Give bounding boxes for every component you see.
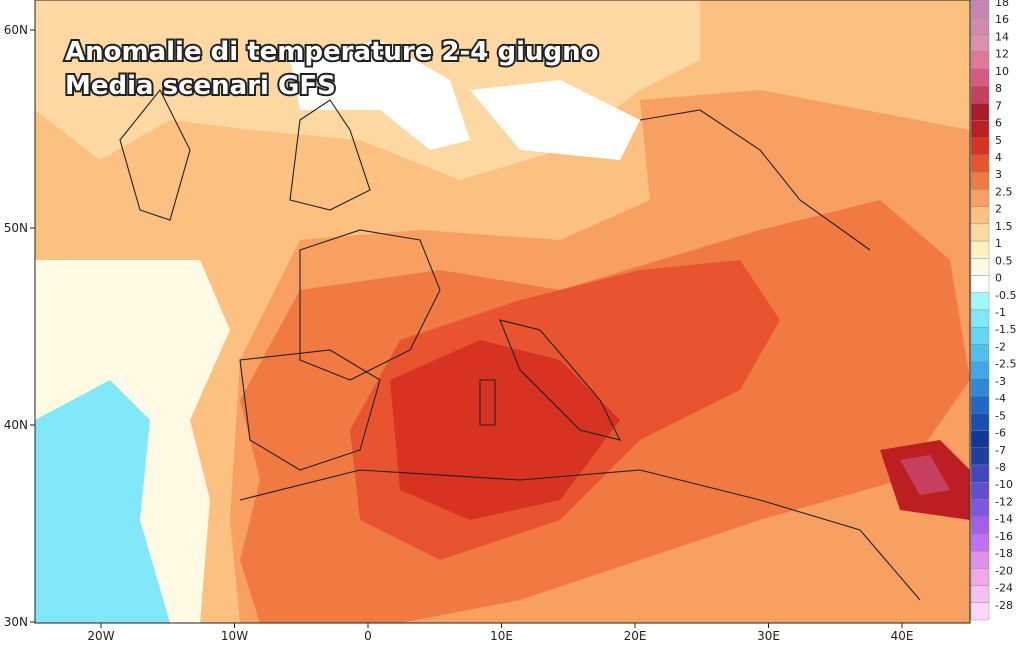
colorbar-swatch [970, 17, 990, 35]
colorbar-swatch [970, 275, 990, 293]
colorbar-label: -0.5 [995, 289, 1016, 302]
colorbar-label: -5 [995, 409, 1006, 422]
colorbar-label: 6 [995, 117, 1002, 130]
colorbar-swatch [970, 292, 990, 311]
colorbar-label: -3 [995, 375, 1006, 388]
colorbar-label: -2 [995, 340, 1006, 353]
colorbar-swatch [970, 206, 990, 225]
colorbar-swatch [970, 68, 990, 87]
lon-label: 40E [891, 629, 914, 643]
colorbar-swatch [970, 154, 990, 173]
colorbar-label: -28 [995, 599, 1013, 612]
colorbar-label: 1.5 [995, 220, 1013, 233]
colorbar-label: -4 [995, 392, 1006, 405]
colorbar-swatch [970, 482, 990, 500]
colorbar-swatch [970, 51, 990, 70]
colorbar-label: -6 [995, 427, 1006, 440]
lon-label: 20W [87, 629, 114, 643]
colorbar-label: -20 [995, 564, 1013, 577]
map-frame [34, 0, 971, 624]
colorbar-swatch [970, 189, 990, 207]
colorbar-swatch [970, 516, 990, 535]
colorbar-swatch [970, 223, 990, 242]
lon-label: 10E [490, 629, 513, 643]
colorbar-label: -12 [995, 495, 1013, 508]
colorbar-swatch [970, 568, 990, 586]
colorbar-swatch [970, 550, 990, 569]
colorbar-label: -14 [995, 513, 1013, 526]
colorbar-swatch [970, 240, 990, 259]
colorbar-swatch [970, 464, 990, 483]
colorbar-swatch [970, 602, 990, 621]
colorbar-label: -16 [995, 530, 1013, 543]
colorbar-label: 1 [995, 237, 1002, 250]
colorbar-label: 0.5 [995, 254, 1013, 267]
map-subtitle: Media scenari GFS [65, 71, 336, 101]
colorbar-label: -7 [995, 444, 1006, 457]
colorbar-label: 14 [995, 30, 1009, 43]
colorbar-swatch [970, 413, 990, 431]
colorbar-swatch [970, 327, 990, 345]
colorbar-swatch [970, 0, 990, 18]
lon-label: 0 [364, 629, 372, 643]
anomaly-field [35, 0, 970, 623]
colorbar-label: 18 [995, 0, 1009, 9]
colorbar-swatch [970, 85, 990, 104]
lat-label: 50N [4, 221, 28, 235]
colorbar-label: -24 [995, 582, 1013, 595]
map-title: Anomalie di temperature 2-4 giugno [65, 37, 598, 67]
colorbar-label: 8 [995, 82, 1002, 95]
colorbar-swatch [970, 309, 990, 328]
colorbar-swatch [970, 499, 990, 517]
colorbar-label: -1 [995, 306, 1006, 319]
colorbar-label: 4 [995, 151, 1002, 164]
colorbar-label: 0 [995, 272, 1002, 285]
colorbar-label: -1.5 [995, 323, 1016, 336]
colorbar-swatch [970, 120, 990, 138]
colorbar-label: 3 [995, 168, 1002, 181]
colorbar-swatch [970, 395, 990, 414]
colorbar-label: 5 [995, 134, 1002, 147]
lat-label: 60N [4, 23, 28, 37]
colorbar-label: 2.5 [995, 185, 1013, 198]
colorbar-swatch [970, 258, 990, 276]
colorbar-swatch [970, 361, 990, 380]
lat-label: 30N [4, 615, 28, 629]
colorbar-label: 16 [995, 13, 1009, 26]
colorbar-swatch [970, 585, 990, 603]
lat-label: 40N [4, 418, 28, 432]
colorbar-swatch [970, 344, 990, 362]
colorbar-swatch [970, 447, 990, 466]
colorbar-swatch [970, 103, 990, 121]
colorbar-label: 12 [995, 48, 1009, 61]
colorbar-label: 10 [995, 65, 1009, 78]
colorbar-swatch [970, 34, 990, 52]
colorbar-swatch [970, 533, 990, 552]
colorbar-label: -10 [995, 478, 1013, 491]
colorbar-label: 7 [995, 99, 1002, 112]
colorbar-label: -18 [995, 547, 1013, 560]
lon-label: 30E [757, 629, 780, 643]
colorbar-swatch [970, 430, 990, 448]
colorbar-label: 2 [995, 203, 1002, 216]
colorbar-swatch [970, 378, 990, 397]
colorbar-swatch [970, 137, 990, 156]
lon-label: 10W [221, 629, 248, 643]
colorbar-swatch [970, 172, 990, 190]
colorbar-label: -8 [995, 461, 1006, 474]
lon-label: 20E [624, 629, 647, 643]
colorbar-label: -2.5 [995, 358, 1016, 371]
